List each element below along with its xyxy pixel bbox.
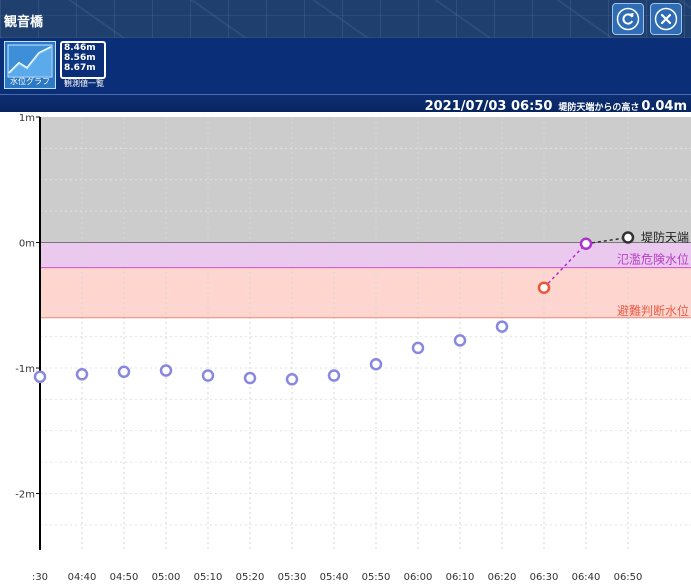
x-tick-label: 06:50 bbox=[614, 572, 643, 583]
data-point bbox=[327, 369, 341, 382]
y-tick-label: -1m bbox=[15, 364, 35, 375]
refresh-button[interactable] bbox=[612, 3, 644, 35]
band-label-2: 避難判断水位 bbox=[617, 303, 689, 318]
data-point bbox=[411, 341, 425, 355]
data-point bbox=[75, 368, 89, 381]
x-tick-label: 05:00 bbox=[152, 572, 181, 583]
band-1 bbox=[40, 242, 691, 268]
x-tick-label: 05:30 bbox=[278, 572, 307, 583]
data-point bbox=[201, 369, 215, 382]
list-value: 8.67m bbox=[64, 63, 96, 73]
y-tick-label: 0m bbox=[19, 239, 35, 250]
refresh-icon bbox=[616, 7, 640, 31]
observation-list-tab[interactable]: 8.46m 8.56m 8.67m 観測値一覧 bbox=[60, 41, 108, 89]
data-point bbox=[369, 357, 383, 371]
x-tick-label: 06:30 bbox=[530, 572, 559, 583]
observation-datetime: 2021/07/03 06:50 bbox=[424, 99, 553, 114]
list-tab-label: 観測値一覧 bbox=[64, 79, 104, 88]
x-tick-label: 06:00 bbox=[404, 572, 433, 583]
x-tick-label: 06:40 bbox=[572, 572, 601, 583]
list-preview: 8.46m 8.56m 8.67m bbox=[60, 41, 106, 79]
title-bar: 観音橋 bbox=[0, 0, 691, 38]
data-point bbox=[159, 364, 173, 377]
list-value: 8.56m bbox=[64, 53, 96, 63]
x-tick-label: 05:20 bbox=[236, 572, 265, 583]
band-label-1: 氾濫危険水位 bbox=[617, 252, 689, 267]
trend-connector bbox=[543, 243, 587, 289]
station-title: 観音橋 bbox=[4, 15, 44, 30]
x-tick-label: 06:20 bbox=[488, 572, 517, 583]
data-point bbox=[621, 231, 635, 244]
graph-icon bbox=[7, 44, 53, 78]
band-2 bbox=[40, 267, 691, 318]
x-tick-label: 05:10 bbox=[194, 572, 223, 583]
data-point bbox=[117, 365, 131, 379]
data-point bbox=[579, 237, 593, 251]
x-tick-label: 05:40 bbox=[320, 572, 349, 583]
data-point bbox=[537, 281, 551, 294]
x-tick-label: :30 bbox=[32, 572, 48, 583]
height-label: 堤防天端からの高さ bbox=[558, 103, 640, 113]
data-point bbox=[453, 334, 467, 347]
x-tick-label: 04:40 bbox=[68, 572, 97, 583]
toolbar: 水位グラフ 8.46m 8.56m 8.67m 観測値一覧 bbox=[0, 38, 691, 94]
x-tick-label: 06:10 bbox=[446, 572, 475, 583]
height-value: 0.04m bbox=[641, 99, 687, 114]
data-point bbox=[33, 370, 47, 384]
y-tick-label: -2m bbox=[15, 490, 35, 501]
x-tick-label: 05:50 bbox=[362, 572, 391, 583]
x-tick-label: 04:50 bbox=[110, 572, 139, 583]
map-background bbox=[0, 0, 691, 38]
data-point bbox=[495, 320, 509, 333]
close-button[interactable] bbox=[650, 3, 682, 35]
data-point bbox=[243, 371, 257, 385]
trend-connector bbox=[585, 236, 629, 245]
band-label-0: 堤防天端 bbox=[641, 230, 689, 245]
water-level-graph-tab[interactable]: 水位グラフ bbox=[4, 41, 56, 89]
list-value: 8.46m bbox=[64, 43, 96, 53]
status-bar: 2021/07/03 06:50 堤防天端からの高さ 0.04m bbox=[0, 94, 691, 114]
close-icon bbox=[654, 7, 678, 31]
graph-tab-label: 水位グラフ bbox=[10, 77, 50, 86]
water-level-chart: 1m 0m -1m -2m :30 04:40 04:50 05:00 05:10 05:20 05… bbox=[15, 113, 691, 583]
y-tick-label: 1m bbox=[19, 113, 35, 124]
data-point bbox=[285, 373, 299, 386]
